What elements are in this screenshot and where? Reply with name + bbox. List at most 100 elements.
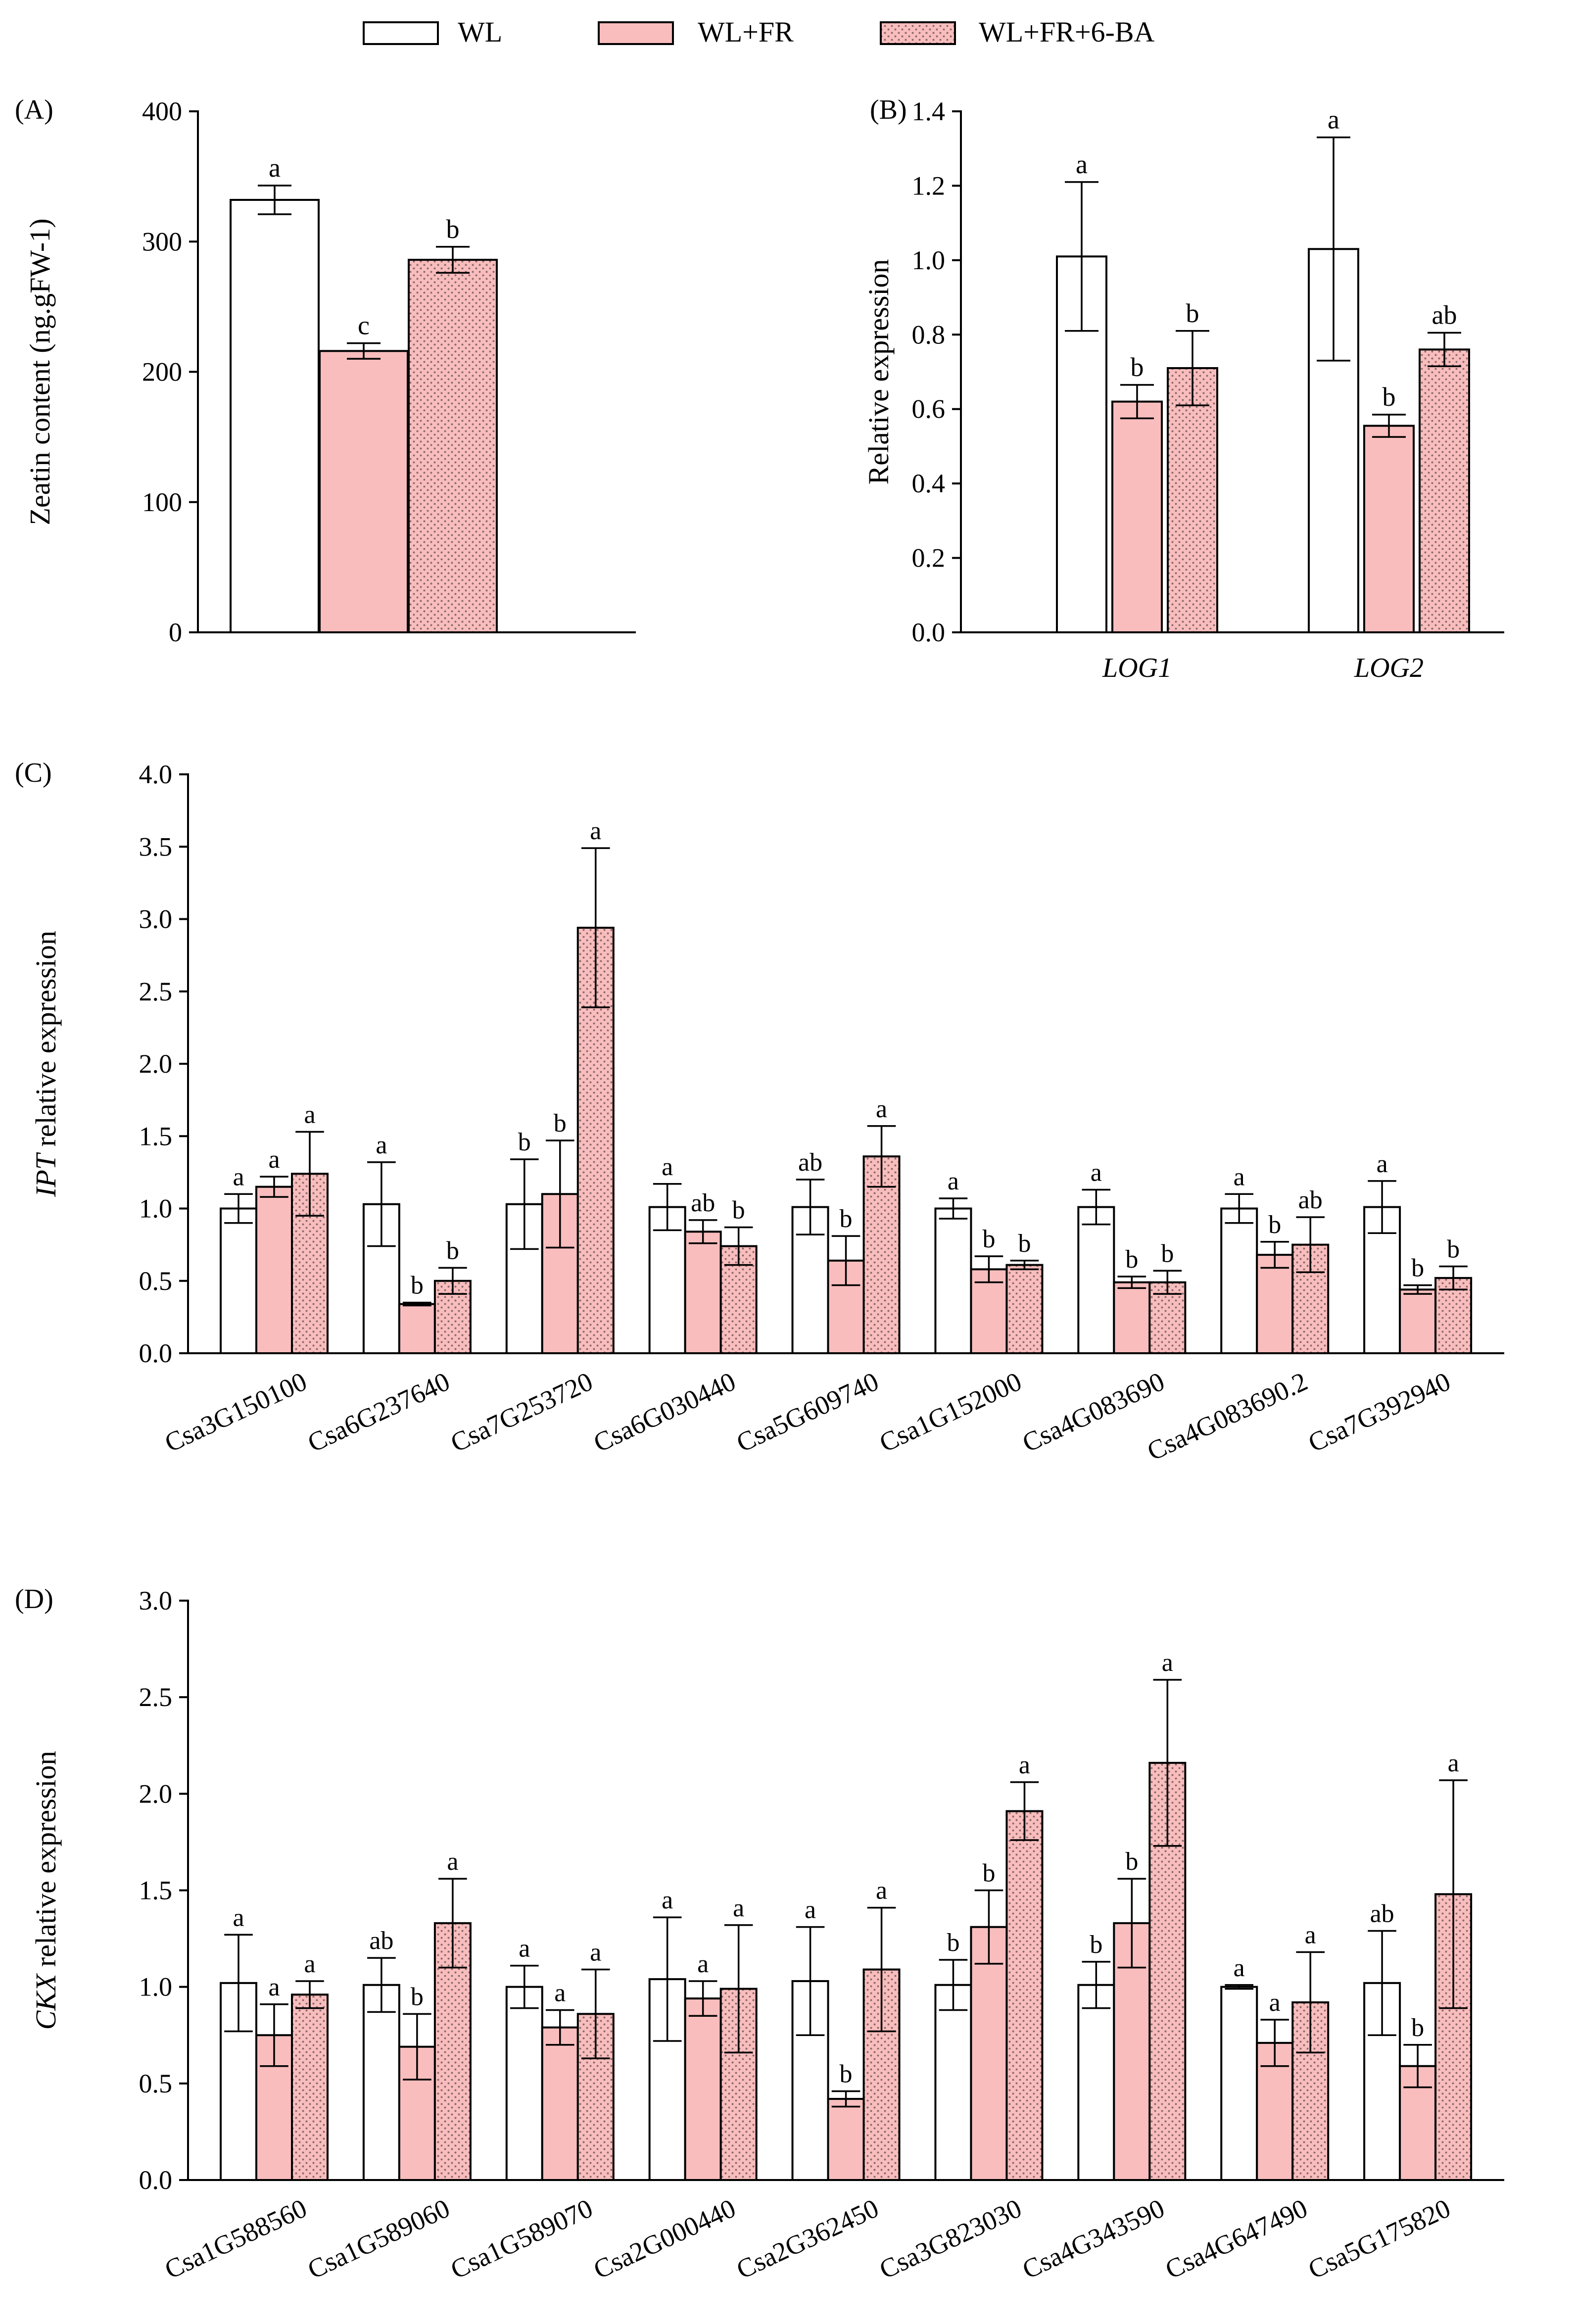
x-tick-label: Csa2G000440	[589, 2193, 740, 2284]
x-tick-label: Csa7G392940	[1304, 1366, 1455, 1458]
bar	[319, 350, 409, 633]
x-tick-label: Csa1G589060	[303, 2193, 454, 2284]
significance-letter: b	[982, 1859, 995, 1888]
significance-letter: b	[1447, 1235, 1460, 1264]
significance-letter: a	[1328, 105, 1339, 135]
significance-letter: a	[1076, 149, 1088, 179]
significance-letter: b	[1411, 2014, 1424, 2042]
x-tick-label: Csa4G647490	[1161, 2193, 1312, 2284]
y-tick-label: 2.5	[139, 977, 173, 1006]
bar	[1005, 1264, 1044, 1354]
bar	[1111, 400, 1163, 634]
y-tick-label: 0.0	[139, 1338, 173, 1368]
x-tick-label: LOG1	[1102, 653, 1172, 683]
x-tick-label: Csa4G343590	[1018, 2193, 1169, 2284]
significance-letter: b	[554, 1109, 567, 1138]
y-tick-label: 1.0	[139, 1972, 173, 2002]
bar	[1167, 367, 1218, 633]
significance-letter: b	[1090, 1931, 1102, 1959]
bar	[408, 259, 498, 633]
significance-letter: a	[1019, 1751, 1030, 1779]
bar	[398, 1303, 436, 1355]
significance-letter: b	[840, 2060, 853, 2088]
bar	[970, 1268, 1008, 1355]
significance-letter: a	[1448, 1749, 1459, 1777]
significance-letter: b	[1161, 1239, 1174, 1268]
bar	[1419, 348, 1470, 633]
bar	[1220, 1986, 1258, 2182]
legend-label-wl: WL	[458, 16, 502, 48]
panel-label: (A)	[15, 95, 53, 125]
significance-letter: b	[1268, 1211, 1281, 1239]
significance-letter: b	[1186, 298, 1199, 328]
bar	[255, 2034, 293, 2181]
legend-item-wl-fr: WL+FR	[598, 16, 794, 48]
significance-letter: b	[411, 1983, 424, 2011]
x-tick-label: Csa6G030440	[589, 1366, 740, 1458]
legend-item-wl: WL	[363, 16, 502, 48]
significance-letter: ab	[369, 1927, 393, 1955]
significance-letter: b	[446, 1236, 459, 1265]
significance-letter: a	[590, 1939, 601, 1967]
significance-letter: c	[358, 311, 370, 340]
y-tick-label: 3.0	[139, 904, 173, 934]
significance-letter: a	[1377, 1150, 1388, 1178]
y-tick-label: 2.0	[139, 1779, 173, 1808]
y-tick-label: 200	[142, 357, 182, 387]
y-tick-label: 0	[169, 617, 182, 647]
significance-letter: a	[1162, 1649, 1173, 1677]
y-tick-label: 0.5	[139, 2069, 173, 2098]
significance-letter: ab	[1370, 1899, 1394, 1928]
x-tick-label: LOG2	[1354, 653, 1424, 683]
significance-letter: ab	[798, 1148, 822, 1177]
x-tick-label: Csa7G253720	[446, 1366, 597, 1458]
x-tick-label: Csa5G609740	[732, 1366, 883, 1458]
significance-letter: a	[304, 1950, 315, 1978]
panel-a: (A) 0 100 200 300 400 Zeatin content (ng.gFW-1…	[15, 95, 636, 647]
significance-letter: b	[518, 1128, 531, 1156]
significance-letter: b	[1411, 1254, 1424, 1282]
legend-label-wl-fr: WL+FR	[698, 16, 794, 48]
significance-letter: b	[732, 1196, 745, 1225]
bar	[1077, 1206, 1115, 1354]
panel-c: (C) 0.0 0.5 1.0 1.5 2.0 2.5 3.0 3.5 4.0 IPT relati…	[15, 758, 1504, 1467]
significance-letter: a	[554, 1979, 566, 2007]
legend-swatch-wl-fr-6ba	[880, 21, 956, 45]
x-tick-label: Csa5G175820	[1304, 2193, 1455, 2284]
bar	[1399, 1288, 1437, 1355]
significance-letter: a	[1091, 1158, 1102, 1186]
significance-letter: b	[1131, 352, 1144, 382]
significance-letter: a	[697, 1950, 709, 1978]
y-tick-label: 1.5	[139, 1121, 173, 1151]
significance-letter: a	[376, 1131, 387, 1159]
significance-letter: ab	[691, 1189, 715, 1217]
y-tick-label: 1.0	[912, 245, 946, 275]
bar	[362, 1984, 400, 2182]
bar	[1220, 1207, 1258, 1354]
y-tick-label: 2.5	[139, 1682, 173, 1712]
y-tick-label: 100	[142, 487, 182, 517]
bar	[291, 1993, 329, 2182]
y-tick-label: 2.0	[139, 1049, 173, 1079]
bar	[862, 1155, 901, 1354]
significance-letter: a	[948, 1167, 959, 1195]
legend: WL WL+FR WL+FR+6-BA	[363, 16, 1155, 48]
x-tick-label: Csa6G237640	[303, 1366, 454, 1458]
significance-letter: a	[447, 1848, 458, 1876]
y-tick-label: 0.2	[912, 543, 946, 573]
significance-letter: a	[1305, 1921, 1316, 1949]
significance-letter: a	[268, 1973, 280, 2001]
x-tick-label: Csa4G083690.2	[1143, 1366, 1312, 1466]
significance-letter: a	[1234, 1954, 1245, 1982]
significance-letter: b	[1125, 1245, 1138, 1274]
significance-letter: a	[805, 1896, 816, 1924]
significance-letter: a	[590, 817, 601, 845]
y-tick-label: 0.0	[912, 617, 946, 647]
bar	[1291, 1243, 1330, 1354]
significance-letter: b	[982, 1225, 995, 1253]
significance-letter: b	[1018, 1230, 1031, 1258]
significance-letter: a	[876, 1095, 887, 1123]
y-tick-label: 0.6	[912, 394, 946, 424]
bar	[1256, 1254, 1294, 1355]
significance-letter: b	[1383, 382, 1396, 412]
